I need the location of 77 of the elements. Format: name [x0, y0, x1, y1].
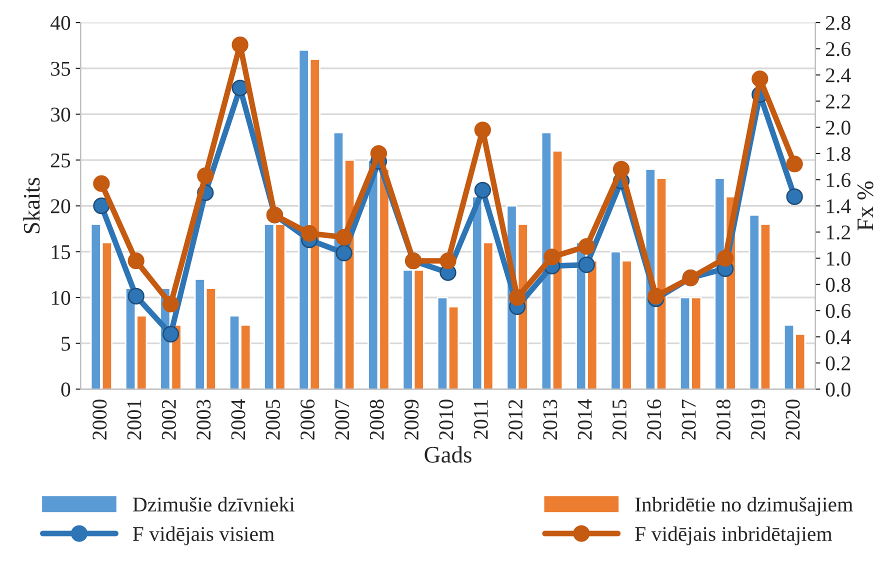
x-tick-label: 2009 [404, 400, 419, 440]
y-tick-label: 10 [52, 290, 70, 305]
point [508, 289, 526, 306]
y-tick-label: 5 [62, 336, 70, 351]
point [752, 70, 768, 88]
y2-tick-label: 0.8 [826, 278, 850, 292]
point [474, 182, 491, 198]
y-tick-label: 15 [52, 245, 70, 260]
point [578, 238, 595, 255]
y-tick-label: 0 [61, 382, 70, 397]
point [93, 175, 110, 192]
x-tick-label: 2011 [474, 400, 488, 439]
point [336, 228, 352, 246]
x-tick-label: 2010 [439, 400, 454, 440]
y2-tick-label: 1.4 [826, 199, 851, 214]
y-tick-label: 35 [51, 62, 70, 76]
x-tick-label: 2003 [196, 400, 211, 440]
x-axis-title: Gads [424, 446, 472, 463]
point [474, 122, 491, 138]
y-tick-label: 20 [51, 199, 70, 214]
legend-label: Inbridētie no dzimušajiem [635, 496, 853, 516]
point [370, 145, 388, 162]
legend-label: Dzimušie dzīvnieki [132, 496, 295, 512]
y2-tick-label: 1.0 [826, 252, 850, 266]
x-tick-label: 2001 [127, 400, 142, 440]
x-tick-label: 2008 [370, 400, 384, 440]
y2-tick-label: 2.2 [826, 94, 850, 109]
x-tick-label: 2019 [751, 400, 766, 440]
legend-label: F vidējais inbridētajiem [635, 526, 832, 546]
x-tick-label: 2006 [300, 400, 315, 440]
point [440, 252, 456, 270]
y2-tick-label: 2.0 [826, 120, 850, 135]
point [128, 252, 144, 270]
y2-tick-label: 1.2 [826, 225, 850, 240]
y2-axis-title: Fx % [857, 181, 874, 230]
x-tick-label: 2007 [335, 399, 350, 440]
point [197, 167, 214, 184]
x-tick-label: 2012 [508, 400, 523, 440]
point [786, 188, 803, 206]
x-tick-label: 2018 [716, 400, 730, 440]
y2-tick-label: 1.8 [826, 146, 850, 162]
y2-tick-label: 2.8 [826, 16, 850, 30]
y2-tick-label: 1.6 [826, 173, 850, 188]
y2-tick-label: 0.6 [826, 304, 850, 318]
y2-tick-label: 0.0 [826, 382, 850, 397]
point [544, 248, 560, 266]
x-tick-label: 2020 [786, 400, 800, 440]
point [786, 156, 803, 172]
x-tick-label: 2005 [266, 400, 280, 440]
y2-tick-label: 0.2 [826, 356, 850, 370]
point [128, 288, 144, 305]
point [612, 160, 630, 178]
x-tick-label: 2002 [162, 400, 176, 440]
x-tick-label: 2014 [578, 399, 592, 440]
y2-tick-label: 2.4 [826, 68, 851, 82]
point [232, 36, 248, 54]
point [232, 80, 248, 96]
point [162, 296, 180, 312]
y2-tick-label: 0.4 [826, 330, 851, 344]
point [162, 326, 180, 343]
y-tick-label: 25 [51, 153, 70, 168]
x-tick-label: 2004 [231, 399, 246, 440]
x-tick-label: 2000 [92, 400, 107, 440]
x-tick-label: 2015 [612, 400, 626, 440]
x-tick-label: 2016 [647, 400, 662, 440]
x-tick-label: 2013 [543, 400, 558, 440]
point [301, 225, 318, 242]
point [93, 198, 110, 214]
x-tick-label: 2017 [682, 399, 696, 440]
point [336, 244, 352, 262]
y2-tick-label: 2.6 [826, 42, 850, 56]
y-tick-label: 30 [51, 108, 70, 122]
legend-label: F vidējais visiem [132, 526, 274, 546]
point [578, 256, 595, 274]
y-tick-label: 40 [50, 16, 70, 30]
point [716, 250, 734, 267]
y-axis-title: Skaits [23, 178, 40, 234]
